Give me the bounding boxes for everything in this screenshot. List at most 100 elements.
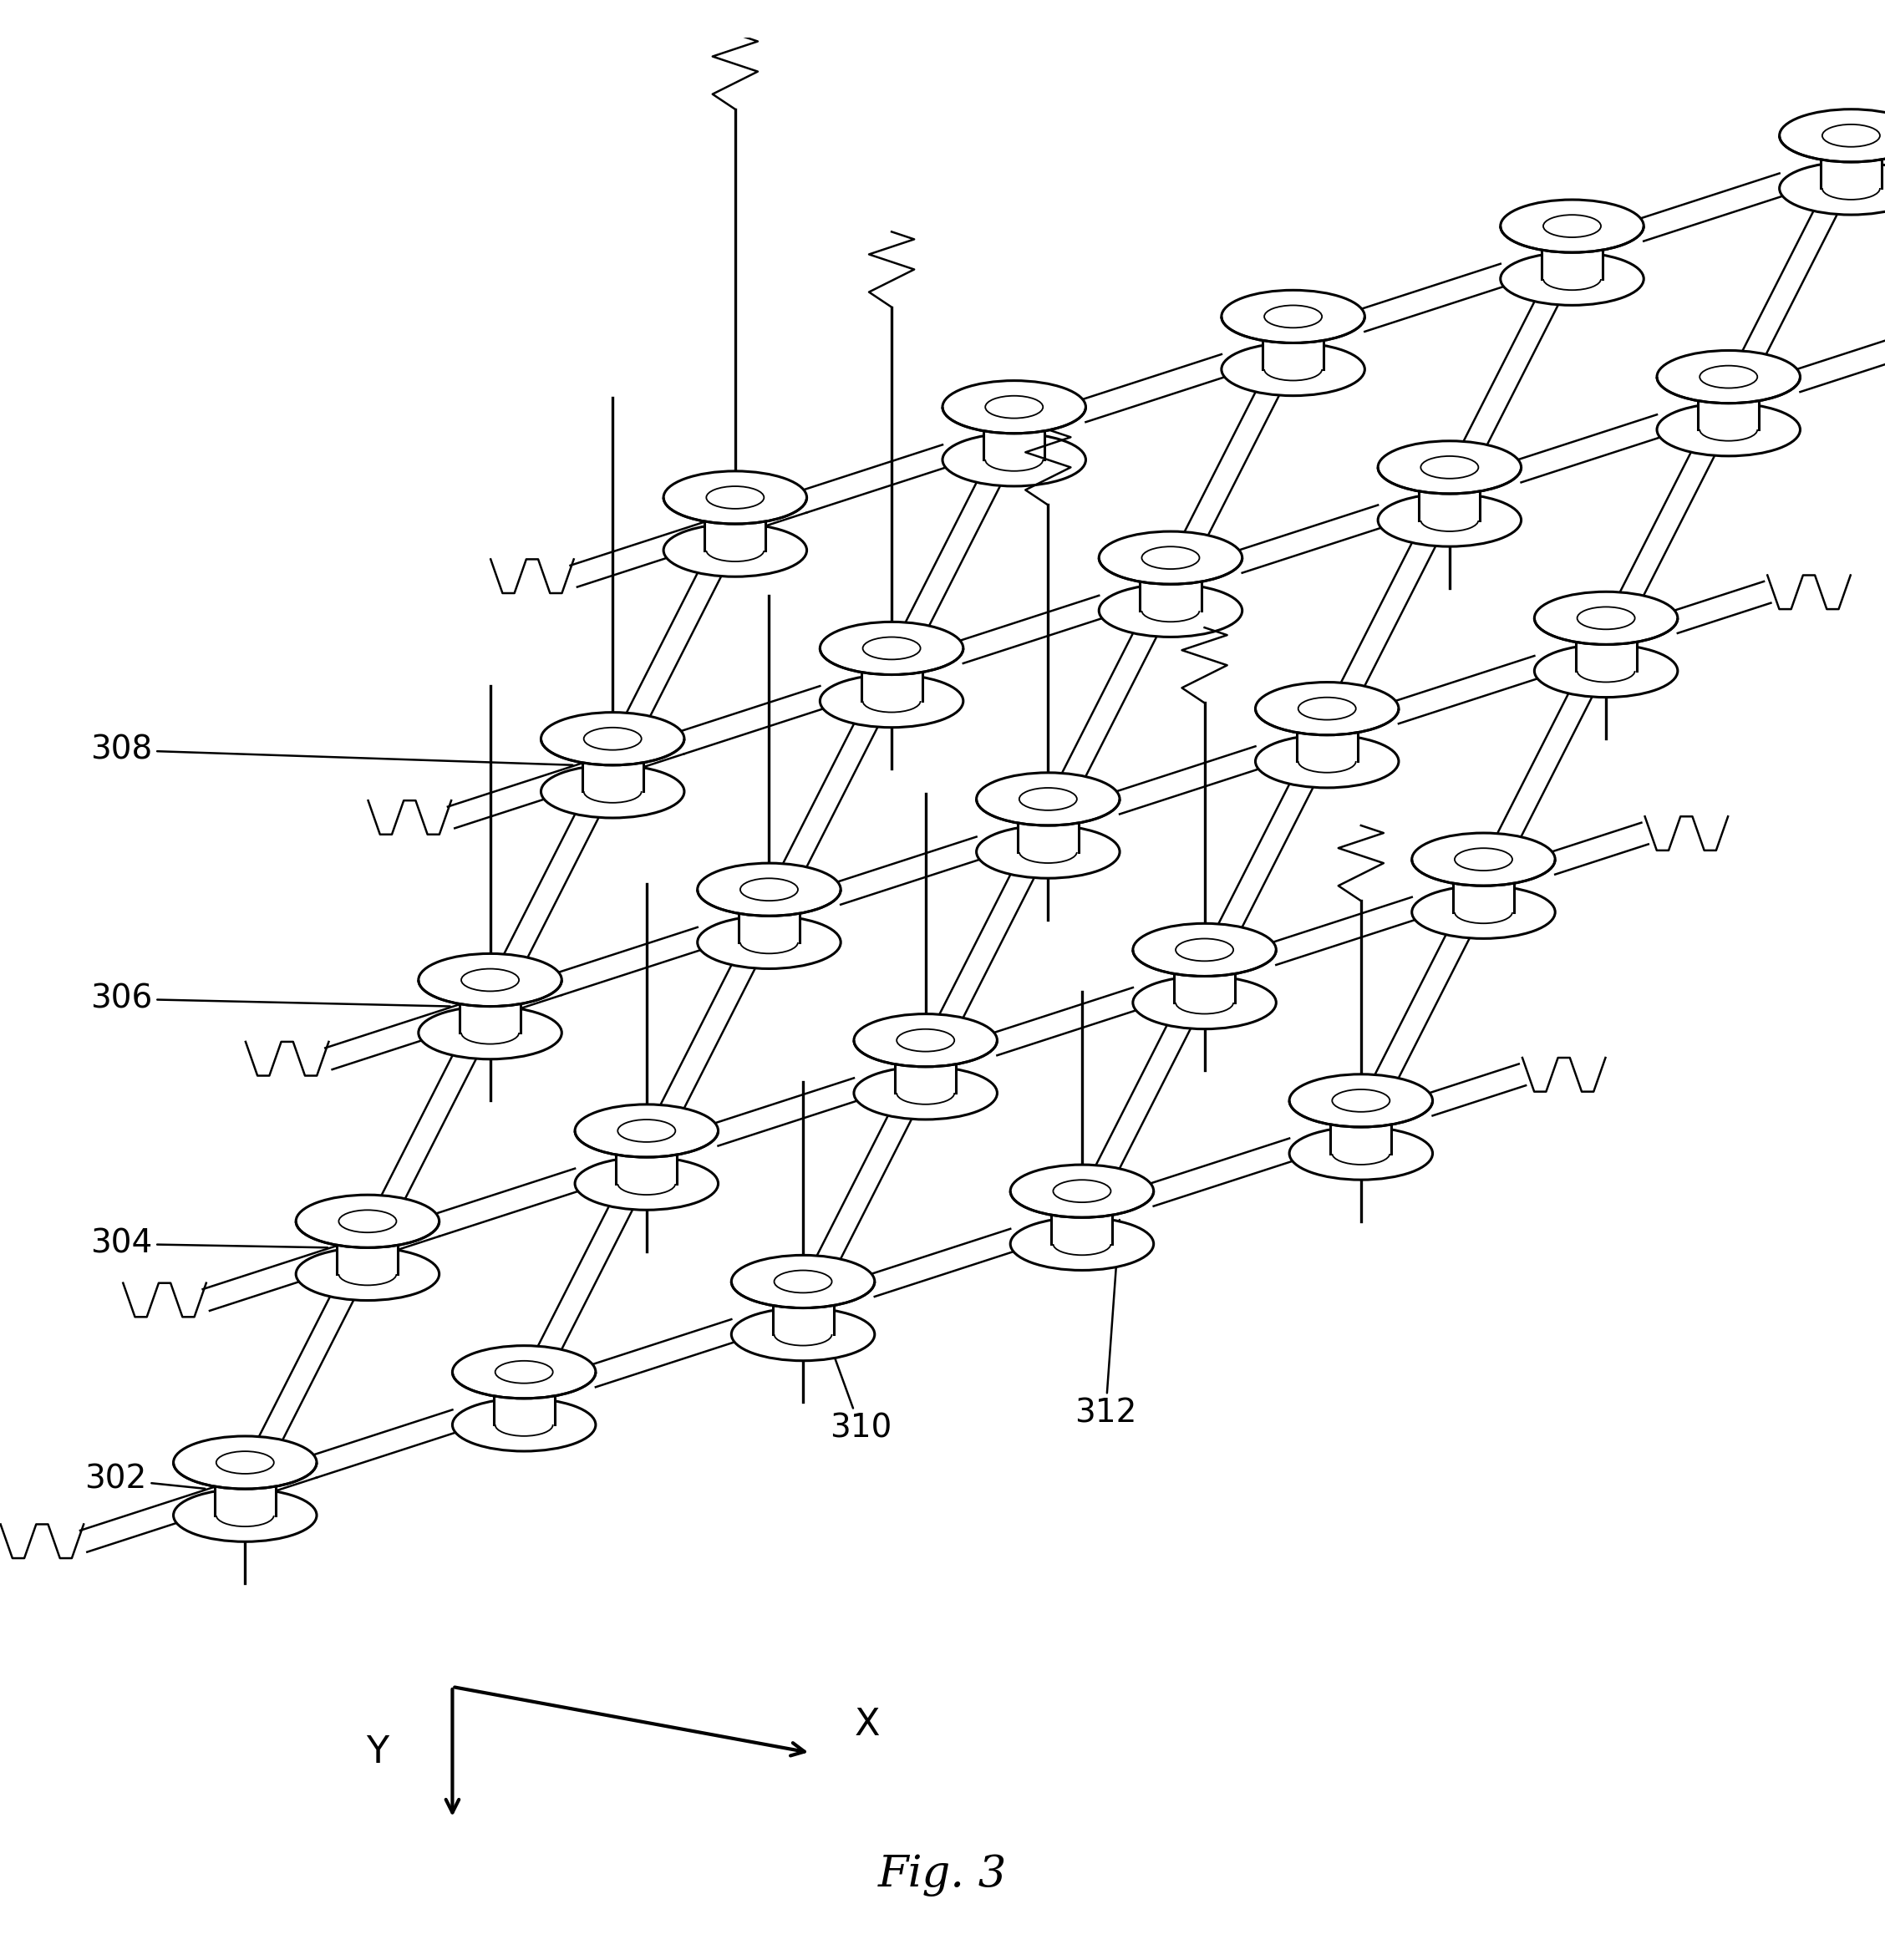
Ellipse shape — [418, 955, 562, 1005]
Ellipse shape — [1657, 351, 1800, 404]
Ellipse shape — [1255, 682, 1399, 735]
Polygon shape — [711, 1078, 861, 1147]
Ellipse shape — [1133, 923, 1276, 976]
Ellipse shape — [173, 1437, 317, 1490]
Text: X: X — [854, 1707, 880, 1742]
Polygon shape — [1269, 898, 1419, 964]
FancyBboxPatch shape — [773, 1282, 833, 1335]
Ellipse shape — [697, 862, 841, 915]
Ellipse shape — [1657, 404, 1800, 457]
Text: Fig. 3: Fig. 3 — [878, 1854, 1007, 1897]
Polygon shape — [1210, 762, 1321, 949]
Polygon shape — [588, 1319, 739, 1388]
FancyBboxPatch shape — [616, 1131, 677, 1184]
Ellipse shape — [575, 1156, 718, 1209]
Polygon shape — [251, 1274, 362, 1462]
Ellipse shape — [820, 674, 963, 727]
FancyBboxPatch shape — [1052, 1192, 1112, 1245]
Ellipse shape — [976, 772, 1120, 825]
Ellipse shape — [976, 825, 1120, 878]
FancyBboxPatch shape — [1174, 951, 1235, 1004]
Polygon shape — [1367, 913, 1478, 1100]
Polygon shape — [373, 1033, 484, 1221]
Ellipse shape — [1500, 253, 1644, 306]
Ellipse shape — [1099, 531, 1242, 584]
Ellipse shape — [173, 1490, 317, 1543]
Ellipse shape — [1534, 592, 1678, 645]
FancyBboxPatch shape — [705, 498, 765, 551]
Polygon shape — [1078, 355, 1229, 421]
Polygon shape — [1636, 172, 1787, 241]
Ellipse shape — [1289, 1074, 1433, 1127]
Text: 306: 306 — [90, 984, 451, 1015]
Ellipse shape — [1378, 494, 1521, 547]
FancyBboxPatch shape — [861, 649, 922, 702]
Ellipse shape — [575, 1103, 718, 1156]
Polygon shape — [956, 596, 1106, 662]
Ellipse shape — [664, 523, 807, 576]
Ellipse shape — [1534, 645, 1678, 698]
Text: 310: 310 — [803, 1272, 892, 1445]
Polygon shape — [204, 1215, 439, 1311]
Polygon shape — [990, 988, 1140, 1054]
Ellipse shape — [541, 711, 684, 764]
Polygon shape — [432, 1168, 582, 1237]
FancyBboxPatch shape — [984, 408, 1044, 461]
Polygon shape — [530, 1184, 641, 1372]
Text: 308: 308 — [90, 735, 573, 766]
Ellipse shape — [1099, 584, 1242, 637]
Polygon shape — [1514, 416, 1664, 482]
Ellipse shape — [1010, 1164, 1154, 1217]
FancyBboxPatch shape — [582, 739, 643, 792]
FancyBboxPatch shape — [494, 1372, 554, 1425]
Text: Y: Y — [366, 1735, 388, 1770]
Polygon shape — [1612, 429, 1723, 617]
Ellipse shape — [820, 621, 963, 674]
FancyBboxPatch shape — [460, 980, 520, 1033]
Polygon shape — [496, 792, 607, 980]
Ellipse shape — [1289, 1127, 1433, 1180]
Polygon shape — [1548, 823, 1647, 874]
Ellipse shape — [1378, 441, 1521, 494]
FancyBboxPatch shape — [1297, 710, 1357, 760]
Polygon shape — [449, 733, 684, 829]
Polygon shape — [1489, 672, 1600, 858]
Ellipse shape — [452, 1347, 596, 1397]
Ellipse shape — [731, 1307, 875, 1360]
Polygon shape — [1734, 188, 1845, 376]
Polygon shape — [326, 974, 562, 1070]
FancyBboxPatch shape — [215, 1462, 275, 1515]
Ellipse shape — [1221, 343, 1365, 396]
Polygon shape — [867, 1229, 1018, 1298]
FancyBboxPatch shape — [1542, 225, 1602, 278]
FancyBboxPatch shape — [1263, 318, 1323, 368]
Polygon shape — [1670, 582, 1770, 633]
Ellipse shape — [942, 433, 1086, 486]
Ellipse shape — [1779, 163, 1885, 216]
Polygon shape — [1357, 265, 1508, 331]
Polygon shape — [931, 853, 1042, 1041]
Polygon shape — [618, 551, 729, 739]
FancyBboxPatch shape — [1821, 135, 1881, 188]
FancyBboxPatch shape — [1018, 800, 1078, 853]
Ellipse shape — [1010, 1217, 1154, 1270]
Ellipse shape — [296, 1249, 439, 1299]
Text: 302: 302 — [85, 1464, 205, 1495]
Polygon shape — [809, 1094, 920, 1282]
Polygon shape — [677, 686, 828, 755]
Ellipse shape — [418, 1005, 562, 1058]
Polygon shape — [897, 461, 1008, 649]
Text: 304: 304 — [90, 1229, 328, 1260]
Ellipse shape — [854, 1013, 997, 1066]
Ellipse shape — [296, 1196, 439, 1249]
Ellipse shape — [1412, 886, 1555, 939]
Polygon shape — [1455, 278, 1566, 466]
FancyBboxPatch shape — [1698, 376, 1759, 429]
Ellipse shape — [1221, 290, 1365, 343]
Ellipse shape — [942, 380, 1086, 433]
Polygon shape — [1425, 1064, 1525, 1115]
FancyBboxPatch shape — [1419, 466, 1480, 519]
Polygon shape — [1112, 747, 1263, 813]
Ellipse shape — [1500, 200, 1644, 253]
Ellipse shape — [854, 1066, 997, 1119]
